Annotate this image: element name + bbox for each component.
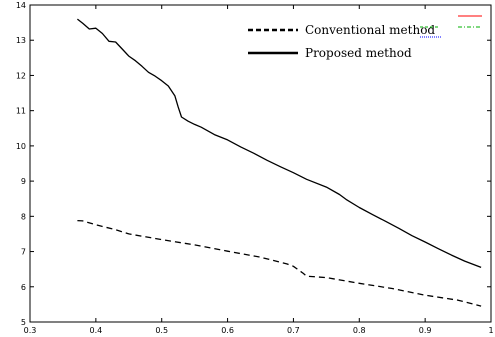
x-tick-label: 0.7 [287, 326, 300, 335]
y-tick-label: 9 [21, 177, 26, 186]
legend-label-conventional: Conventional method [305, 23, 435, 37]
y-tick-label: 13 [16, 36, 26, 45]
plot-frame [29, 4, 492, 323]
series-line-proposed [76, 18, 482, 269]
x-tick-label: 0.5 [155, 326, 168, 335]
y-tick-label: 5 [21, 318, 26, 327]
x-tick-label: 0.8 [353, 326, 366, 335]
x-tick-label: 0.9 [419, 326, 432, 335]
y-tick-label: 14 [16, 1, 26, 10]
y-tick-label: 8 [21, 212, 26, 221]
y-tick-label: 10 [16, 142, 26, 151]
series-line-conventional [77, 219, 482, 307]
y-tick-label: 11 [16, 107, 26, 116]
x-tick-label: 0.6 [221, 326, 234, 335]
axis-ticks: 0.3 0.4 0.5 0.6 0.7 0.8 0.9 1 5 6 7 8 9 10 11 12 13 14 [16, 1, 494, 335]
y-tick-label: 12 [16, 71, 26, 80]
legend-label-proposed: Proposed method [305, 46, 412, 60]
x-tick-label: 0.4 [89, 326, 102, 335]
x-tick-label: 1 [488, 326, 493, 335]
x-tick-label: 0.3 [24, 326, 37, 335]
y-tick-label: 7 [21, 248, 26, 257]
y-tick-label: 6 [21, 283, 26, 292]
legend: Conventional method Proposed method [248, 15, 482, 60]
series-lines [76, 18, 482, 307]
